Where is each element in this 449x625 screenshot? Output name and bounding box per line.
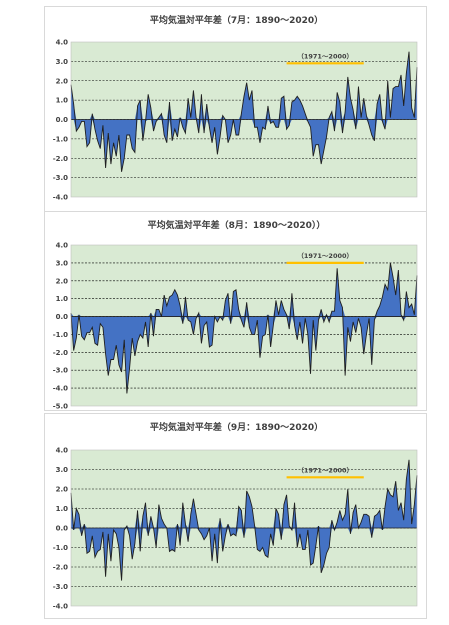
september-temperature-chart: 平均気温対平年差（9月：1890～2020） 4.0 3.0 2.0 1.0 0.0 -1.… — [53, 421, 418, 611]
anomaly-area-negative — [71, 316, 417, 394]
y-tick-label: 2.0 — [56, 77, 69, 85]
reference-period-label: （1971～2000） — [297, 466, 353, 474]
y-tick-label: 2.0 — [56, 486, 69, 494]
chart-panel-july: 平均気温対平年差（7月：1890～2020） 4.0 3.0 2.0 1.0 0.0 -1.… — [44, 6, 427, 212]
plot-border — [70, 41, 418, 198]
y-tick-label: -2.0 — [53, 349, 68, 357]
y-tick-label: 0.0 — [56, 525, 69, 533]
y-tick-label: -4.0 — [53, 603, 68, 611]
chart-title: 平均気温対平年差（7月：1890～2020） — [150, 14, 323, 26]
y-tick-label: -3.0 — [53, 174, 68, 182]
y-tick-label: -1.0 — [53, 331, 68, 339]
y-tick-label: 0.0 — [56, 313, 69, 321]
anomaly-series-line — [70, 262, 418, 394]
y-tick-label: 2.0 — [56, 277, 69, 285]
y-tick-label: 3.0 — [56, 58, 69, 66]
y-tick-label: -4.0 — [53, 194, 68, 202]
plot-border — [70, 244, 418, 407]
reference-period-label: （1971～2000） — [297, 52, 353, 60]
anomaly-series-line — [70, 459, 418, 581]
y-tick-label: -5.0 — [53, 403, 68, 411]
y-tick-label: -4.0 — [53, 385, 68, 393]
chart-panel-september: 平均気温対平年差（9月：1890～2020） 4.0 3.0 2.0 1.0 0.0 -1.… — [44, 413, 427, 619]
chart-title: 平均気温対平年差（8月：1890～2020）） — [148, 219, 326, 231]
y-tick-label: 0.0 — [56, 116, 69, 124]
y-tick-label: -2.0 — [53, 564, 68, 572]
anomaly-area-positive — [71, 262, 417, 317]
chart-panel-august: 平均気温対平年差（8月：1890～2020）） 4.0 3.0 2.0 1.0 0.0 -1… — [44, 211, 427, 411]
y-tick-label: 1.0 — [56, 505, 69, 513]
y-tick-label: 1.0 — [56, 295, 69, 303]
chart-title: 平均気温対平年差（9月：1890～2020） — [150, 421, 323, 433]
y-tick-label: 4.0 — [56, 447, 69, 455]
anomaly-area-positive — [71, 51, 417, 120]
anomaly-series-line — [70, 51, 418, 172]
y-tick-label: -2.0 — [53, 155, 68, 163]
y-tick-label: 4.0 — [56, 39, 69, 47]
y-tick-label: -1.0 — [53, 544, 68, 552]
plot-border — [70, 449, 418, 607]
y-tick-label: -3.0 — [53, 367, 68, 375]
august-temperature-chart: 平均気温対平年差（8月：1890～2020）） 4.0 3.0 2.0 1.0 0.0 -1… — [53, 219, 418, 411]
y-tick-label: -3.0 — [53, 583, 68, 591]
reference-period-label: （1971～2000） — [297, 252, 353, 260]
y-tick-label: -1.0 — [53, 135, 68, 143]
y-tick-label: 1.0 — [56, 97, 69, 105]
july-temperature-chart: 平均気温対平年差（7月：1890～2020） 4.0 3.0 2.0 1.0 0.0 -1.… — [53, 14, 418, 202]
y-tick-label: 4.0 — [56, 242, 69, 250]
y-tick-label: 3.0 — [56, 259, 69, 267]
y-tick-label: 3.0 — [56, 466, 69, 474]
